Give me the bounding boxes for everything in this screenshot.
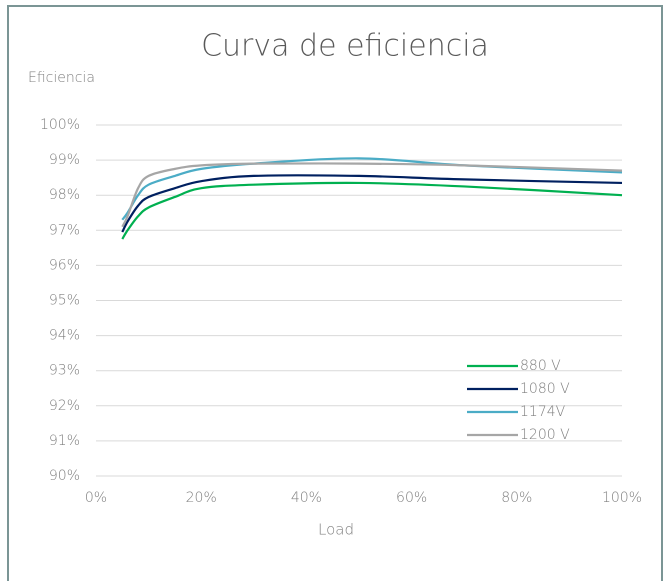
y-tick-label: 93% (49, 363, 80, 379)
y-axis-label: Eficiencia (28, 70, 95, 86)
y-tick-label: 92% (49, 398, 80, 414)
y-tick-label: 91% (49, 433, 80, 449)
y-tick-label: 97% (49, 222, 80, 238)
y-tick-label: 98% (49, 187, 80, 203)
x-tick-label: 100% (602, 490, 642, 506)
x-tick-label: 20% (186, 490, 217, 506)
x-tick-label: 40% (291, 490, 322, 506)
x-axis-label: Load (318, 521, 354, 539)
y-tick-label: 100% (40, 117, 80, 133)
y-tick-label: 94% (49, 328, 80, 344)
series-line (121, 181, 623, 240)
y-tick-label: 99% (49, 152, 80, 168)
frame (7, 5, 663, 585)
legend-label: 1080 V (520, 381, 570, 397)
x-tick-label: 80% (501, 490, 532, 506)
series-line (121, 174, 623, 233)
y-tick-label: 96% (49, 257, 80, 273)
x-tick-label: 60% (396, 490, 427, 506)
x-tick-label: 0% (85, 490, 107, 506)
series-line (121, 162, 623, 228)
chart-title: Curva de eficiencia (201, 29, 489, 64)
y-tick-label: 95% (49, 293, 80, 309)
legend-label: 1174V (520, 404, 566, 420)
y-tick-label: 90% (49, 468, 80, 484)
legend-label: 880 V (520, 358, 561, 374)
legend-label: 1200 V (520, 427, 570, 443)
